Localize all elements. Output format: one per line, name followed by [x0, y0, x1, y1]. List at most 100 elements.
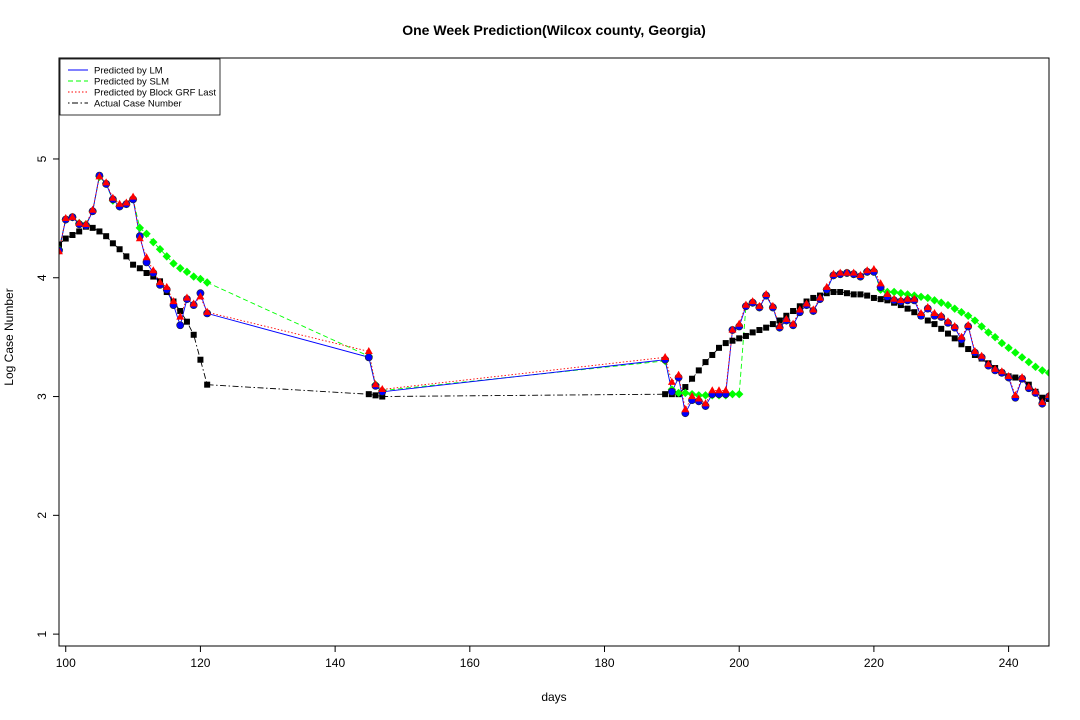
data-point-predicted-by-block-grf-last — [997, 367, 1006, 375]
data-point-actual-case-number — [709, 351, 716, 358]
data-point-actual-case-number — [197, 356, 204, 363]
data-point-predicted-by-block-grf-last — [149, 266, 158, 274]
data-point-predicted-by-block-grf-last — [842, 268, 851, 276]
data-point-predicted-by-slm — [930, 296, 939, 305]
data-point-predicted-by-block-grf-last — [129, 192, 138, 200]
data-point-predicted-by-slm — [984, 328, 993, 337]
data-point-actual-case-number — [204, 381, 211, 388]
data-point-predicted-by-block-grf-last — [768, 301, 777, 309]
data-point-actual-case-number — [944, 330, 951, 337]
data-point-predicted-by-block-grf-last — [667, 377, 676, 385]
data-point-predicted-by-block-grf-last — [1038, 398, 1047, 406]
data-point-predicted-by-block-grf-last — [81, 219, 90, 227]
data-point-predicted-by-block-grf-last — [1045, 390, 1049, 398]
data-point-actual-case-number — [103, 233, 110, 240]
data-point-predicted-by-slm — [997, 338, 1007, 348]
data-point-actual-case-number — [69, 231, 76, 238]
data-point-predicted-by-block-grf-last — [849, 268, 858, 276]
data-point-predicted-by-block-grf-last — [108, 193, 117, 201]
data-point-predicted-by-block-grf-last — [829, 269, 838, 277]
data-point-predicted-by-block-grf-last — [68, 212, 77, 220]
data-point-predicted-by-block-grf-last — [721, 386, 730, 394]
data-point-actual-case-number — [695, 367, 702, 374]
data-point-predicted-by-slm — [923, 293, 932, 303]
y-tick-label: 1 — [35, 630, 49, 637]
data-point-predicted-by-block-grf-last — [196, 292, 205, 300]
data-point-actual-case-number — [96, 228, 103, 235]
x-tick-label: 100 — [56, 656, 76, 670]
data-point-predicted-by-slm — [196, 274, 205, 284]
x-tick-label: 180 — [594, 656, 614, 670]
data-point-actual-case-number — [62, 235, 69, 242]
data-point-actual-case-number — [830, 289, 837, 296]
data-point-predicted-by-block-grf-last — [964, 320, 973, 328]
data-point-predicted-by-block-grf-last — [61, 213, 70, 222]
data-point-actual-case-number — [716, 344, 722, 351]
data-point-predicted-by-block-grf-last — [1024, 382, 1033, 390]
data-point-predicted-by-block-grf-last — [856, 270, 865, 279]
data-point-actual-case-number — [931, 321, 938, 328]
data-point-predicted-by-block-grf-last — [930, 308, 939, 317]
data-point-predicted-by-block-grf-last — [95, 172, 104, 180]
data-point-predicted-by-block-grf-last — [748, 297, 757, 305]
data-point-predicted-by-block-grf-last — [674, 370, 683, 378]
data-point-actual-case-number — [837, 289, 844, 296]
data-point-predicted-by-slm — [990, 332, 1000, 342]
data-point-predicted-by-block-grf-last — [694, 394, 703, 402]
data-point-predicted-by-slm — [1031, 362, 1040, 372]
data-point-predicted-by-block-grf-last — [816, 293, 824, 301]
data-point-predicted-by-slm — [1038, 366, 1047, 375]
data-point-predicted-by-block-grf-last — [1018, 373, 1027, 381]
data-point-actual-case-number — [857, 291, 864, 298]
data-point-actual-case-number — [870, 294, 877, 301]
data-point-predicted-by-slm — [1044, 368, 1049, 377]
data-point-predicted-by-slm — [155, 245, 165, 254]
data-point-actual-case-number — [177, 308, 184, 315]
data-point-predicted-by-block-grf-last — [903, 294, 912, 302]
data-point-predicted-by-block-grf-last — [822, 282, 831, 290]
data-point-predicted-by-block-grf-last — [782, 314, 791, 322]
y-tick-label: 3 — [35, 393, 49, 400]
y-tick-label: 5 — [35, 155, 49, 162]
data-point-predicted-by-block-grf-last — [75, 218, 84, 226]
data-point-predicted-by-block-grf-last — [836, 268, 845, 276]
data-point-predicted-by-block-grf-last — [741, 300, 750, 308]
data-point-predicted-by-block-grf-last — [950, 322, 959, 330]
data-point-predicted-by-slm — [142, 229, 151, 239]
data-point-predicted-by-block-grf-last — [984, 360, 993, 368]
data-point-predicted-by-block-grf-last — [169, 297, 178, 305]
data-point-predicted-by-block-grf-last — [1031, 387, 1040, 395]
data-point-actual-case-number — [911, 309, 918, 316]
data-point-actual-case-number — [1039, 394, 1046, 401]
data-point-predicted-by-block-grf-last — [176, 312, 185, 320]
data-point-predicted-by-block-grf-last — [755, 301, 764, 309]
data-point-predicted-by-block-grf-last — [789, 319, 798, 327]
legend-label-predicted-by-block-grf-last: Predicted by Block GRF Last — [94, 87, 216, 98]
data-point-actual-case-number — [864, 292, 871, 299]
data-point-predicted-by-slm — [176, 264, 185, 273]
legend-label-predicted-by-lm: Predicted by LM — [94, 65, 163, 76]
data-point-predicted-by-block-grf-last — [977, 351, 986, 359]
data-point-predicted-by-block-grf-last — [364, 347, 373, 355]
data-point-actual-case-number — [89, 224, 96, 231]
data-point-predicted-by-slm — [202, 278, 212, 287]
x-tick-label: 220 — [864, 656, 884, 670]
data-point-predicted-by-block-grf-last — [88, 205, 97, 213]
data-point-actual-case-number — [130, 261, 137, 268]
data-point-actual-case-number — [965, 346, 972, 353]
data-point-actual-case-number — [116, 246, 123, 253]
data-point-actual-case-number — [136, 265, 143, 272]
data-point-predicted-by-block-grf-last — [735, 319, 744, 327]
data-point-predicted-by-block-grf-last — [142, 253, 151, 261]
series-layer — [59, 171, 1049, 418]
data-point-predicted-by-block-grf-last — [876, 279, 885, 287]
legend-label-actual-case-number: Actual Case Number — [94, 98, 182, 109]
data-point-predicted-by-slm — [1011, 348, 1020, 357]
data-point-actual-case-number — [1012, 374, 1019, 381]
data-point-actual-case-number — [365, 391, 372, 398]
data-point-predicted-by-block-grf-last — [1011, 390, 1020, 398]
data-point-predicted-by-block-grf-last — [944, 317, 952, 325]
data-point-predicted-by-lm — [176, 321, 185, 330]
